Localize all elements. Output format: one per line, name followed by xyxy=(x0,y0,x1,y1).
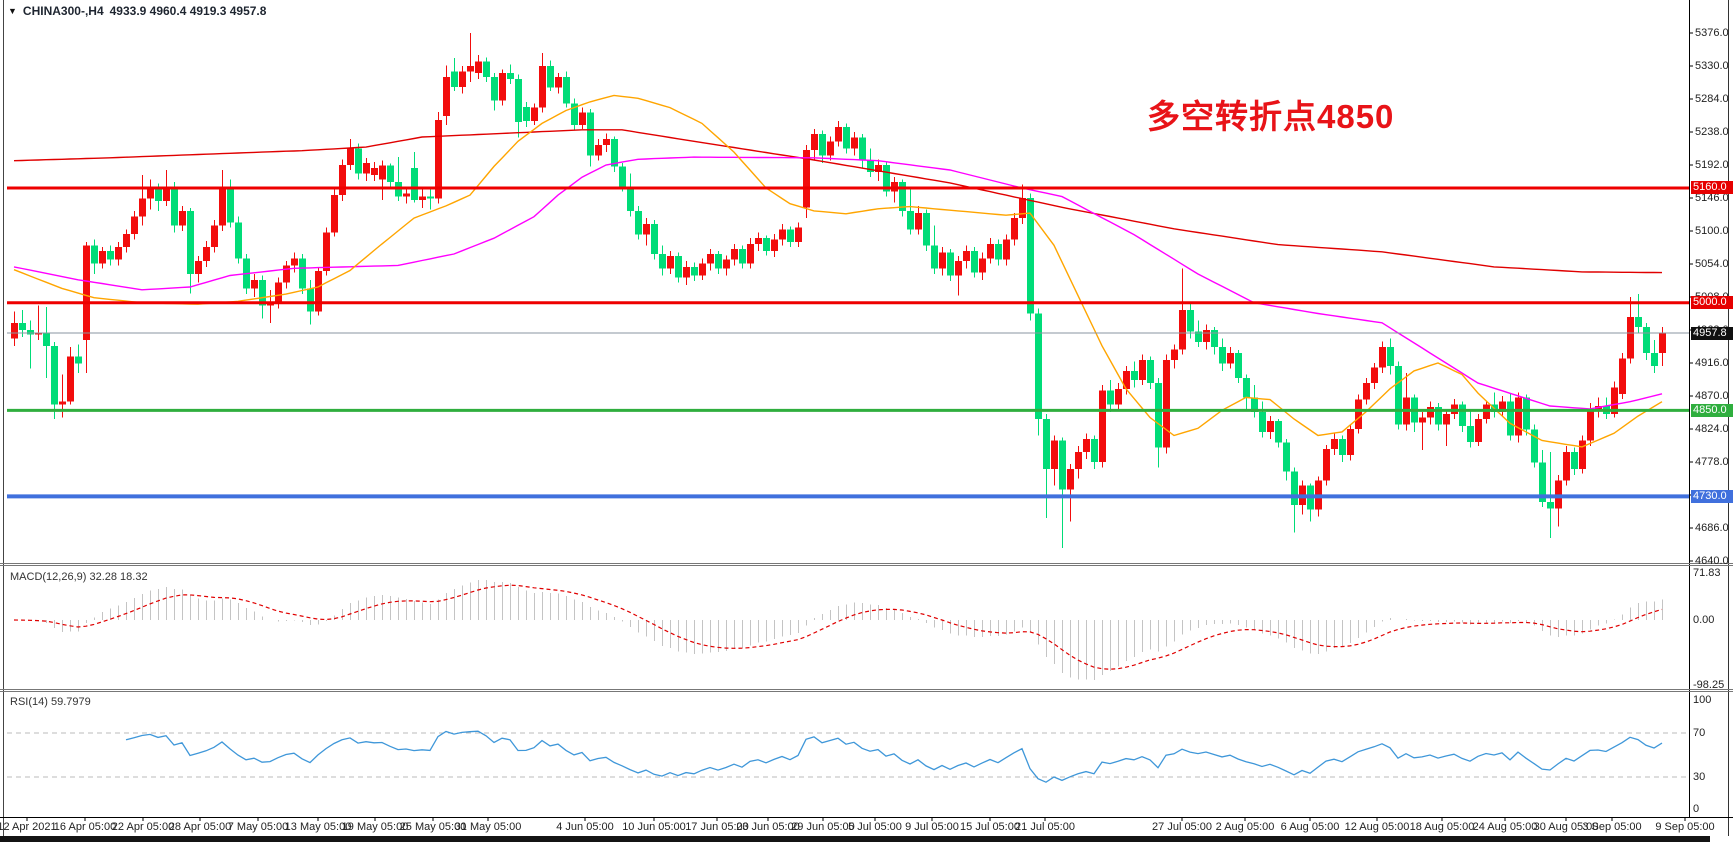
quote-ohlc-label: 4933.9 4960.4 4919.3 4957.8 xyxy=(109,4,267,18)
time-axis-label: 21 Jul 05:00 xyxy=(1015,821,1075,833)
chart-title-bar: ▼ CHINA300-,H4 4933.9 4960.4 4919.3 4957… xyxy=(8,4,266,18)
time-axis-label: 9 Sep 05:00 xyxy=(1655,821,1715,833)
price-axis-label: 5192.0 xyxy=(1695,159,1729,171)
rsi-line xyxy=(125,730,1663,783)
candlestick-series xyxy=(11,33,1666,549)
price-axis-label: 5284.0 xyxy=(1695,93,1729,105)
time-axis-label: 31 May 05:00 xyxy=(454,821,522,833)
macd-signal-line xyxy=(13,584,1663,670)
chart-annotation-text: 多空转折点4850 xyxy=(1147,98,1395,135)
rsi-axis-30: 30 xyxy=(1693,771,1706,783)
price-axis-label: 5100.0 xyxy=(1695,225,1729,237)
price-badge-4730.0: 4730.0 xyxy=(1691,489,1733,503)
time-axis-label: 22 Apr 05:00 xyxy=(111,821,175,833)
window-bottom-edge xyxy=(0,836,1710,842)
time-axis-label: 6 Aug 05:00 xyxy=(1280,821,1340,833)
macd-axis-max: 71.83 xyxy=(1693,567,1721,579)
price-badge-5160.0: 5160.0 xyxy=(1691,181,1733,195)
rsi-indicator-label: RSI(14) 59.7979 xyxy=(10,696,91,708)
time-axis-label: 27 Jul 05:00 xyxy=(1152,821,1212,833)
price-axis-label: 5146.0 xyxy=(1695,192,1729,204)
macd-indicator-label: MACD(12,26,9) 32.28 18.32 xyxy=(10,571,148,583)
price-axis-label: 5376.0 xyxy=(1695,27,1729,39)
time-axis-label: 24 Aug 05:00 xyxy=(1472,821,1538,833)
time-axis-label: 28 Apr 05:00 xyxy=(168,821,232,833)
symbol-dropdown-icon[interactable]: ▼ xyxy=(8,6,17,16)
price-axis-label: 4778.0 xyxy=(1695,456,1729,468)
price-badge-4957.8: 4957.8 xyxy=(1691,326,1733,340)
macd-histogram xyxy=(21,579,1664,681)
time-axis-label: 13 May 05:00 xyxy=(284,821,352,833)
price-axis-label: 4916.0 xyxy=(1695,357,1729,369)
macd-axis-zero: 0.00 xyxy=(1693,614,1715,626)
time-axis-label: 9 Jul 05:00 xyxy=(905,821,959,833)
symbol-period-label: CHINA300-,H4 xyxy=(22,4,104,18)
time-axis-label: 18 Aug 05:00 xyxy=(1409,821,1475,833)
time-axis-label: 23 Jun 05:00 xyxy=(736,821,800,833)
time-axis-label: 17 Jun 05:00 xyxy=(685,821,749,833)
time-axis-label: 25 May 05:00 xyxy=(399,821,467,833)
price-axis-label: 4640.0 xyxy=(1695,555,1729,567)
time-axis-label: 5 Jul 05:00 xyxy=(848,821,902,833)
time-axis-label: 29 Jun 05:00 xyxy=(791,821,855,833)
price-badge-5000.0: 5000.0 xyxy=(1691,296,1733,310)
rsi-axis-100: 100 xyxy=(1693,694,1712,706)
price-axis-label: 5054.0 xyxy=(1695,258,1729,270)
price-badge-4850.0: 4850.0 xyxy=(1691,403,1733,417)
ma-slow-line xyxy=(13,129,1663,274)
time-axis-label: 12 Apr 2021 xyxy=(0,821,57,833)
rsi-axis-0: 0 xyxy=(1693,803,1700,815)
time-axis-label: 4 Jun 05:00 xyxy=(556,821,614,833)
price-axis-label: 4686.0 xyxy=(1695,522,1729,534)
ma-mid-line xyxy=(13,156,1663,410)
time-axis-label: 10 Jun 05:00 xyxy=(622,821,686,833)
price-axis-label: 4870.0 xyxy=(1695,390,1729,402)
price-axis-label: 5238.0 xyxy=(1695,126,1729,138)
rsi-axis-70: 70 xyxy=(1693,727,1706,739)
ma-fast-line xyxy=(13,94,1663,448)
time-axis-label: 15 Jul 05:00 xyxy=(960,821,1020,833)
time-axis-label: 3 Sep 05:00 xyxy=(1582,821,1642,833)
time-axis-label: 30 Aug 05:00 xyxy=(1533,821,1599,833)
time-axis-label: 7 May 05:00 xyxy=(227,821,289,833)
price-axis-label: 4824.0 xyxy=(1695,423,1729,435)
price-axis-label: 5330.0 xyxy=(1695,60,1729,72)
macd-axis-min: -98.25 xyxy=(1693,679,1725,691)
time-axis-label: 2 Aug 05:00 xyxy=(1215,821,1275,833)
time-axis-label: 19 May 05:00 xyxy=(341,821,409,833)
time-axis-label: 16 Apr 05:00 xyxy=(53,821,117,833)
time-axis-label: 12 Aug 05:00 xyxy=(1344,821,1410,833)
